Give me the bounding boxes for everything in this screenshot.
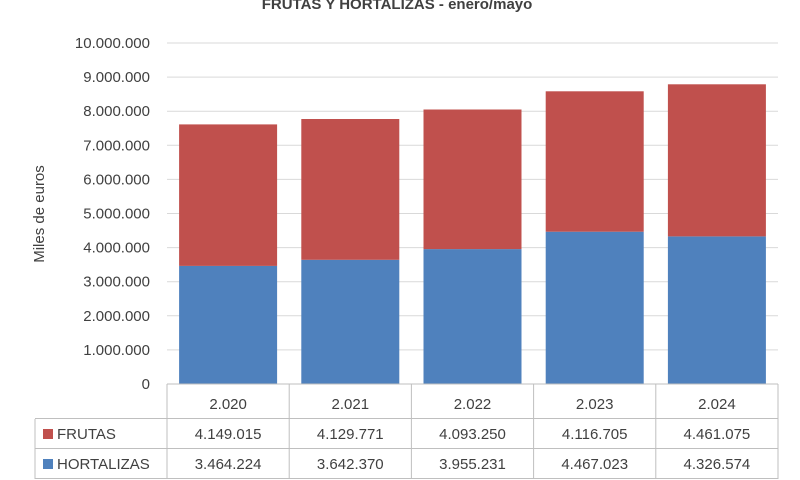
x-tick-label: 2.022 <box>454 396 492 413</box>
bar-frutas-2020 <box>179 124 278 266</box>
y-axis-label: Miles de euros <box>31 165 48 263</box>
chart-title: FRUTAS Y HORTALIZAS - enero/mayo <box>262 0 533 13</box>
x-tick-label: 2.020 <box>209 396 247 413</box>
y-tick-label: 7.000.000 <box>83 137 150 154</box>
table-cell-hortalizas: 3.464.224 <box>195 456 262 473</box>
bars <box>179 84 766 384</box>
table-cell-frutas: 4.116.705 <box>562 426 628 443</box>
y-tick-label: 5.000.000 <box>83 206 150 223</box>
bar-frutas-2023 <box>545 91 644 232</box>
y-tick-label: 4.000.000 <box>83 240 150 257</box>
y-tick-label: 9.000.000 <box>83 69 150 86</box>
legend-key-frutas <box>43 429 53 439</box>
y-tick-label: 1.000.000 <box>83 342 150 359</box>
table-cell-hortalizas: 3.642.370 <box>317 456 384 473</box>
legend-label-frutas: FRUTAS <box>57 426 116 443</box>
bar-hortalizas-2020 <box>179 265 278 384</box>
y-tick-label: 8.000.000 <box>83 103 150 120</box>
legend-label-hortalizas: HORTALIZAS <box>57 456 150 473</box>
x-tick-label: 2.021 <box>332 396 370 413</box>
bar-hortalizas-2023 <box>545 231 644 384</box>
bar-hortalizas-2021 <box>301 259 400 384</box>
y-axis-tick-labels: 0 1.000.000 2.000.000 3.000.000 4.000.000 5.0… <box>75 35 150 393</box>
y-tick-label: 2.000.000 <box>83 308 150 325</box>
y-tick-label: 0 <box>142 376 150 393</box>
bar-hortalizas-2022 <box>423 249 522 384</box>
table-cell-hortalizas: 4.326.574 <box>684 456 751 473</box>
data-table: 2.020 2.021 2.022 2.023 2.024 FRUTAS 4.149.015… <box>34 383 779 479</box>
x-tick-label: 2.024 <box>698 396 736 413</box>
y-tick-label: 10.000.000 <box>75 35 150 52</box>
bar-frutas-2024 <box>667 84 766 237</box>
table-cell-hortalizas: 4.467.023 <box>561 456 628 473</box>
bar-frutas-2021 <box>301 119 400 260</box>
table-cell-frutas: 4.093.250 <box>439 426 506 443</box>
table-cell-frutas: 4.461.075 <box>684 426 751 443</box>
table-cell-frutas: 4.129.771 <box>317 426 384 443</box>
x-tick-label: 2.023 <box>576 396 614 413</box>
y-tick-label: 6.000.000 <box>83 171 150 188</box>
table-cell-frutas: 4.149.015 <box>195 426 262 443</box>
bar-hortalizas-2024 <box>667 236 766 384</box>
table-cell-hortalizas: 3.955.231 <box>439 456 506 473</box>
legend-key-hortalizas <box>43 459 53 469</box>
bar-frutas-2022 <box>423 109 522 250</box>
y-tick-label: 3.000.000 <box>83 274 150 291</box>
